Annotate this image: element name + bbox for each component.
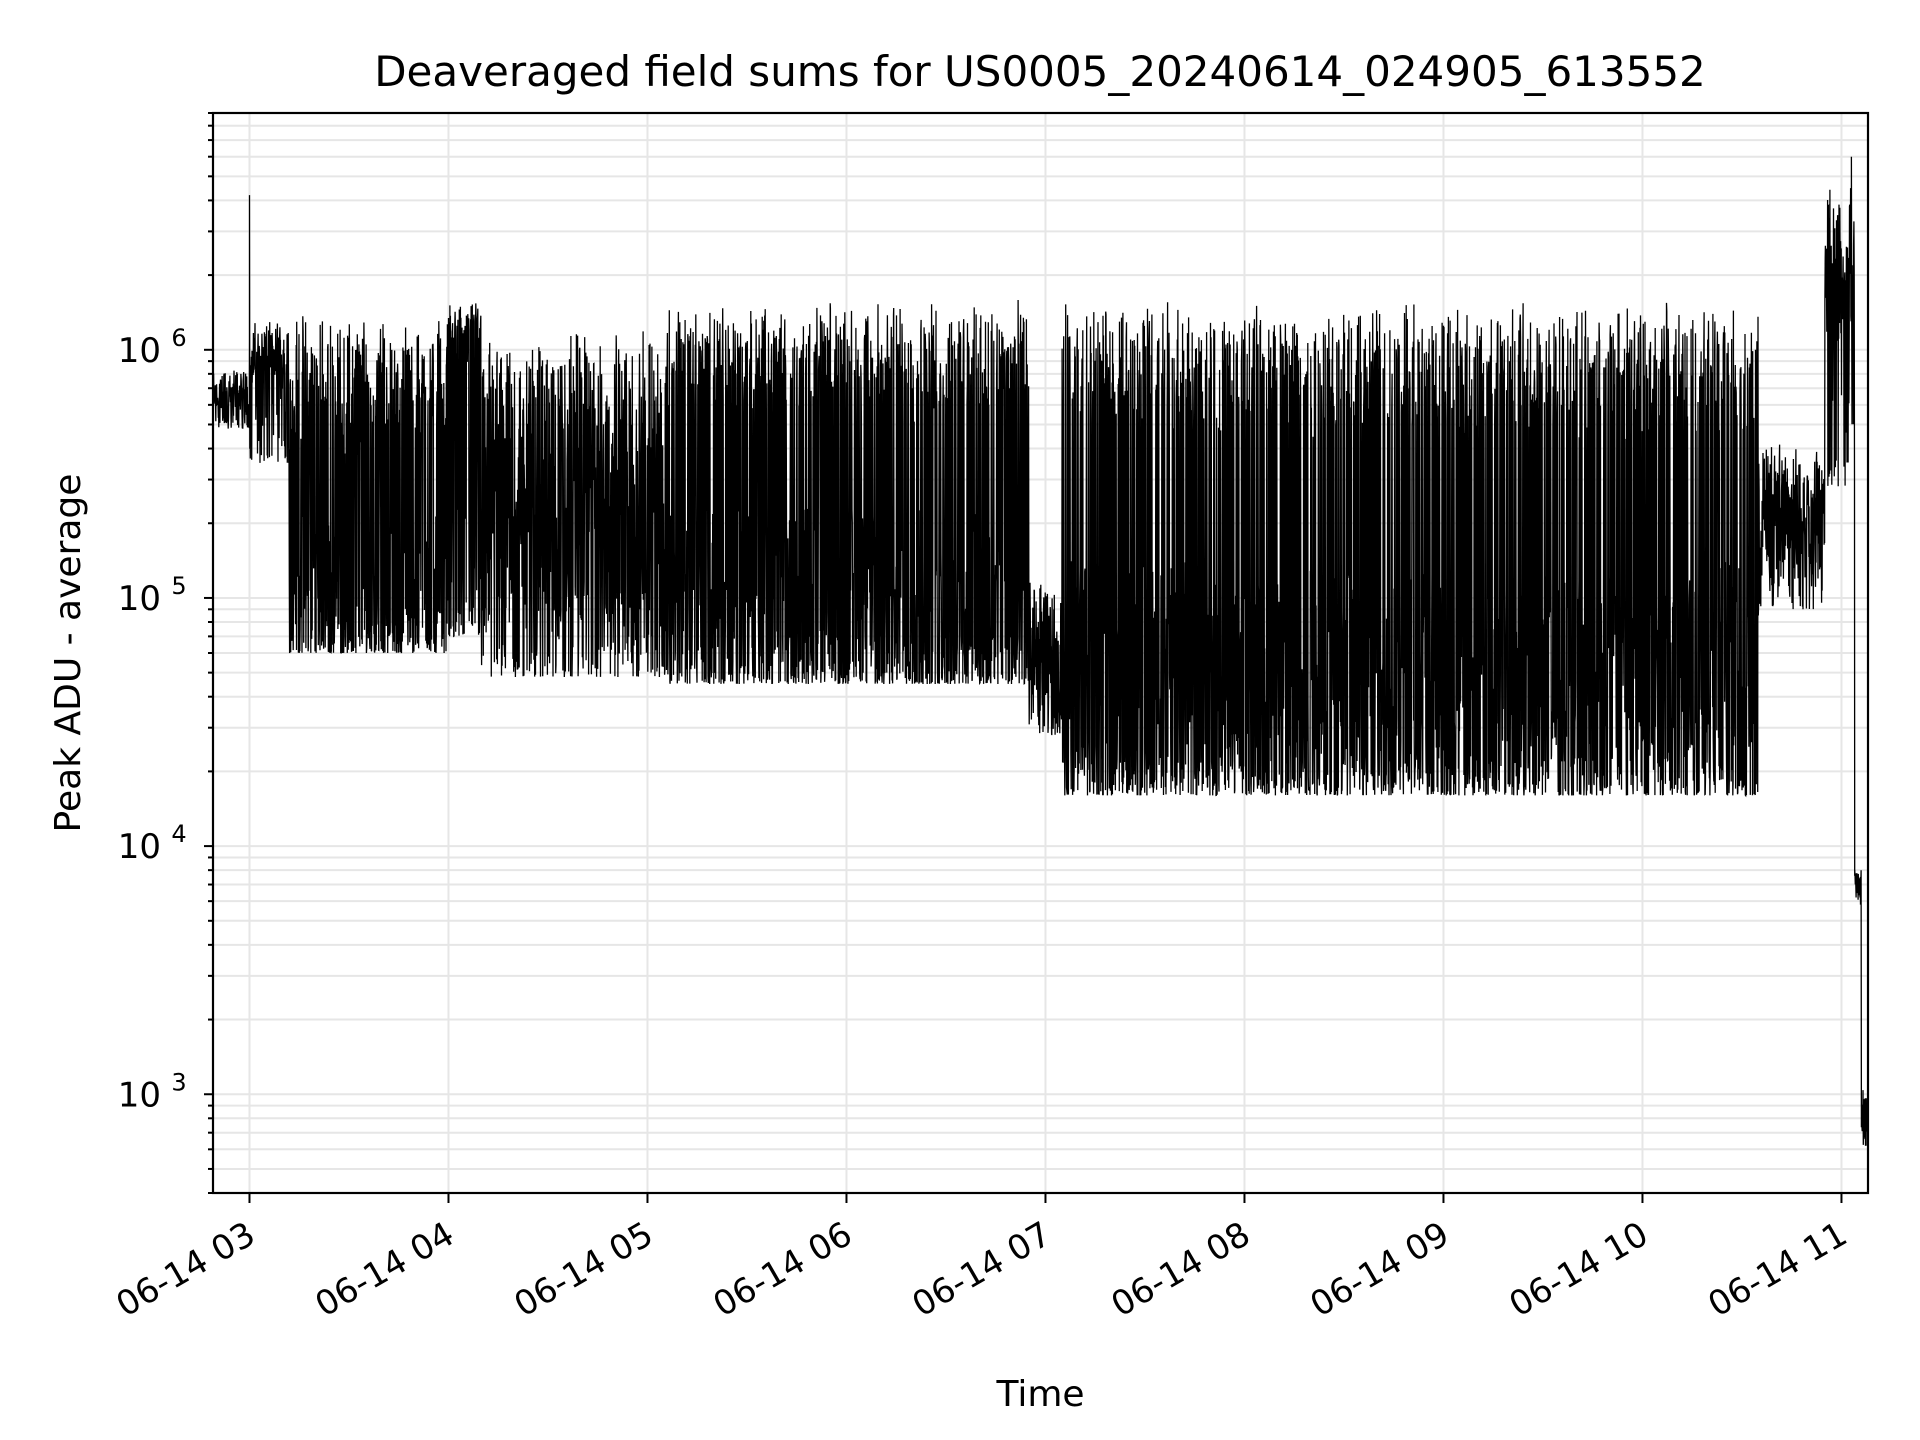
- x-tick-label: 06-14 09: [1304, 1214, 1456, 1325]
- y-tick-label: 10: [118, 579, 161, 619]
- series-path: [212, 156, 1869, 1146]
- x-tick-label: 06-14 04: [309, 1214, 461, 1325]
- y-tick-label: 10: [118, 1075, 161, 1115]
- x-tick-label: 06-14 11: [1702, 1214, 1854, 1325]
- y-axis-label: Peak ADU - average: [48, 474, 89, 833]
- chart-title: Deaveraged field sums for US0005_2024061…: [374, 47, 1706, 96]
- y-tick-exponent: 6: [171, 324, 186, 352]
- x-tick-label: 06-14 05: [508, 1214, 660, 1325]
- y-tick-label: 10: [118, 331, 161, 371]
- y-tick-exponent: 4: [171, 820, 186, 848]
- x-tick-label: 06-14 07: [906, 1214, 1058, 1325]
- x-axis-label: Time: [995, 1374, 1084, 1415]
- x-tick-label: 06-14 03: [110, 1214, 262, 1325]
- y-tick-exponent: 5: [171, 572, 186, 600]
- series-line: [212, 156, 1869, 1146]
- x-tick-label: 06-14 10: [1503, 1214, 1655, 1325]
- x-tick-label: 06-14 08: [1105, 1214, 1257, 1325]
- y-tick-exponent: 3: [171, 1068, 186, 1096]
- x-tick-label: 06-14 06: [707, 1214, 859, 1325]
- y-tick-label: 10: [118, 827, 161, 867]
